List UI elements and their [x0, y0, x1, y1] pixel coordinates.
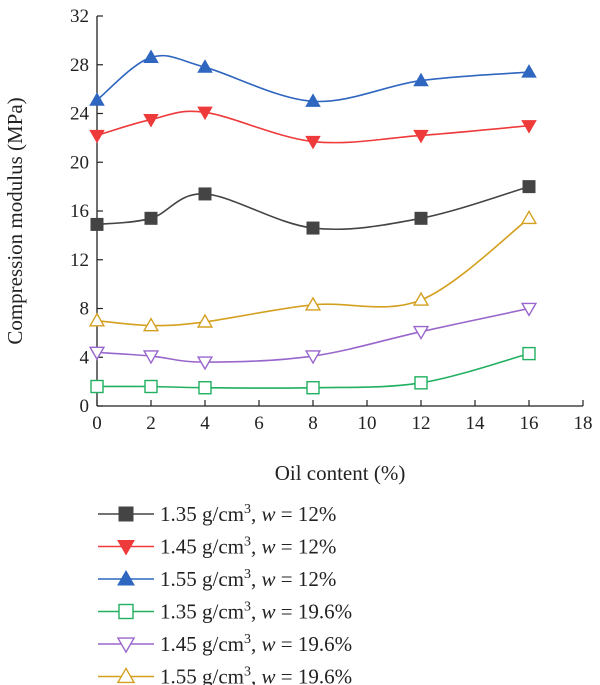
- data-point: [88, 312, 106, 327]
- x-axis-title: Oil content (%): [275, 461, 406, 485]
- data-point: [198, 381, 212, 395]
- legend-marker: [117, 540, 135, 556]
- data-point: [305, 135, 321, 150]
- data-point: [90, 217, 104, 231]
- x-tick-label: 12: [412, 413, 431, 434]
- x-tick-label: 10: [358, 413, 377, 434]
- data-point: [521, 120, 537, 134]
- legend-label: 1.55 g/cm3, w = 19.6%: [160, 665, 352, 685]
- data-point: [144, 379, 158, 394]
- y-tick-label: 28: [70, 55, 89, 76]
- data-point: [197, 59, 213, 73]
- series-2: [89, 106, 537, 150]
- data-point: [88, 346, 106, 361]
- series-3: [89, 49, 537, 107]
- legend-label: 1.55 g/cm3, w = 12%: [160, 567, 336, 591]
- y-tick-label: 0: [80, 396, 90, 417]
- data-point: [90, 379, 104, 394]
- legend-item: 1.35 g/cm3, w = 12%: [98, 502, 336, 526]
- legend-label: 1.45 g/cm3, w = 19.6%: [160, 632, 352, 656]
- legend-marker: [116, 637, 136, 654]
- legend-item: 1.55 g/cm3, w = 19.6%: [98, 665, 352, 685]
- legend-marker: [118, 506, 134, 522]
- y-tick-label: 24: [70, 104, 90, 125]
- series-1: [90, 180, 536, 235]
- y-tick-label: 32: [70, 6, 89, 27]
- series-layer: [88, 49, 538, 395]
- series-4: [90, 346, 536, 395]
- data-point: [520, 302, 538, 317]
- legend-marker: [116, 667, 136, 684]
- legend-label: 1.35 g/cm3, w = 19.6%: [160, 600, 352, 624]
- y-axis-title: Compression modulus (MPa): [3, 97, 27, 344]
- data-point: [413, 72, 429, 87]
- legend-item: 1.45 g/cm3, w = 12%: [98, 535, 336, 559]
- x-tick-label: 16: [520, 413, 539, 434]
- legend-marker: [117, 569, 135, 586]
- data-point: [413, 129, 429, 144]
- data-point: [522, 346, 536, 361]
- data-point: [89, 129, 105, 144]
- data-point: [304, 296, 322, 311]
- data-point: [89, 92, 105, 106]
- series-6: [88, 210, 538, 332]
- data-point: [521, 64, 537, 78]
- x-tick-label: 2: [146, 413, 156, 434]
- y-tick-label: 8: [80, 299, 90, 320]
- data-point: [142, 350, 160, 365]
- y-tick-label: 16: [70, 201, 89, 222]
- data-point: [197, 106, 213, 121]
- data-point: [520, 210, 538, 225]
- x-tick-label: 6: [254, 413, 264, 434]
- x-tick-label: 18: [574, 413, 593, 434]
- data-point: [143, 49, 159, 64]
- legend-item: 1.55 g/cm3, w = 12%: [98, 567, 336, 591]
- x-tick-label: 14: [466, 413, 486, 434]
- legend-marker: [118, 603, 134, 620]
- y-tick-label: 12: [70, 250, 89, 271]
- legend-label: 1.35 g/cm3, w = 12%: [160, 502, 336, 526]
- data-point: [142, 317, 160, 332]
- data-point: [196, 313, 214, 328]
- data-point: [306, 381, 320, 395]
- data-point: [304, 350, 322, 365]
- y-tick-label: 20: [70, 152, 89, 173]
- data-point: [522, 180, 536, 194]
- data-point: [306, 221, 320, 235]
- legend-label: 1.45 g/cm3, w = 12%: [160, 535, 336, 559]
- legend: 1.35 g/cm3, w = 12% 1.45 g/cm3, w = 12% 1.…: [98, 502, 352, 685]
- x-tick-label: 8: [308, 413, 318, 434]
- legend-item: 1.45 g/cm3, w = 19.6%: [98, 632, 352, 656]
- series-5: [88, 302, 538, 371]
- data-point: [412, 325, 430, 340]
- data-point: [196, 356, 214, 371]
- legend-item: 1.35 g/cm3, w = 19.6%: [98, 600, 352, 624]
- data-point: [143, 113, 159, 128]
- data-point: [144, 211, 158, 225]
- y-tick-label: 4: [80, 347, 90, 368]
- x-tick-label: 4: [200, 413, 210, 434]
- data-point: [198, 187, 212, 201]
- x-tick-label: 0: [92, 413, 102, 434]
- data-point: [414, 211, 428, 225]
- data-point: [414, 376, 428, 390]
- data-point: [305, 93, 321, 107]
- data-point: [412, 291, 430, 306]
